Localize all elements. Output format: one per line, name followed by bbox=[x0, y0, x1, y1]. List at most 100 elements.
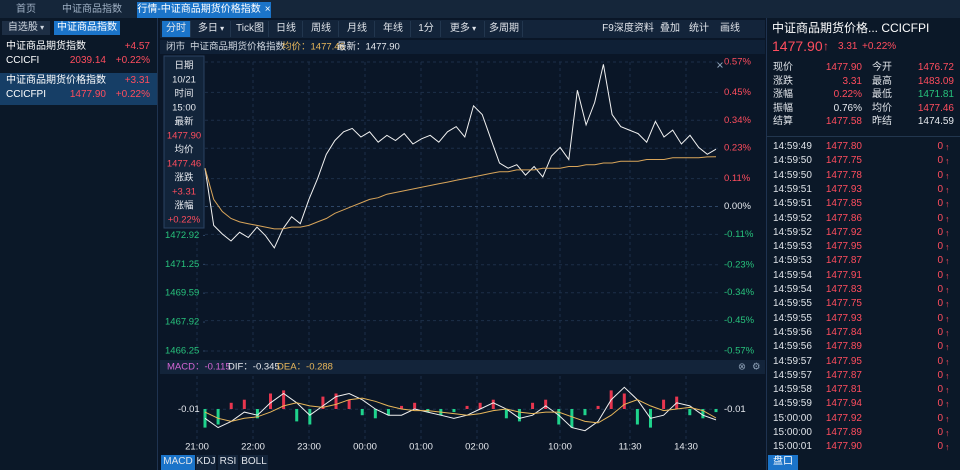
tooltip-label: 时间 bbox=[174, 88, 193, 100]
macd-bar bbox=[491, 399, 495, 409]
quote-label: 涨幅 bbox=[773, 89, 793, 100]
price-line bbox=[204, 156, 717, 230]
item-code: CCICFI bbox=[6, 55, 40, 66]
item-change: +3.31 bbox=[124, 75, 150, 86]
quote-label: 振幅 bbox=[773, 102, 793, 114]
tick-time: 14:59:56 bbox=[773, 341, 812, 353]
right-panel bbox=[766, 18, 960, 470]
toolbar-button[interactable]: 1分 bbox=[412, 21, 441, 37]
indicator-tab[interactable]: BOLL bbox=[240, 455, 268, 470]
status: 闭市 bbox=[166, 41, 186, 53]
tick-time: 15:00:00 bbox=[773, 412, 812, 424]
tooltip-label: 涨幅 bbox=[174, 200, 194, 212]
macd-bar bbox=[701, 409, 705, 419]
macd-bar bbox=[413, 402, 417, 409]
tool-button[interactable]: F9深度资料 bbox=[602, 23, 654, 34]
item-pct: +0.22% bbox=[115, 55, 150, 66]
macd-bar bbox=[269, 393, 273, 409]
tick-volume: 0 bbox=[937, 384, 943, 396]
tick-volume: 0 bbox=[937, 312, 943, 324]
quote-label: 涨跌 bbox=[773, 75, 793, 87]
quote-value: 1477.90 bbox=[825, 62, 862, 73]
tick-volume: 0 bbox=[937, 241, 943, 253]
tick-volume: 0 bbox=[937, 441, 943, 453]
x-tick-label: 14:30 bbox=[674, 442, 698, 453]
tick-volume: 0 bbox=[937, 326, 943, 338]
toolbar-button[interactable]: 月线 bbox=[340, 21, 375, 37]
tick-volume: 0 bbox=[937, 341, 943, 353]
tool-button[interactable]: 叠加 bbox=[660, 23, 680, 34]
quote-pct: +0.22% bbox=[862, 41, 897, 52]
tick-volume: 0 bbox=[937, 298, 943, 310]
toolbar-button[interactable]: 多日 bbox=[192, 21, 231, 37]
quote-value: 1477.58 bbox=[825, 116, 862, 127]
divider bbox=[766, 136, 960, 137]
tool-button[interactable]: 统计 bbox=[689, 23, 709, 34]
y-tick-label: -0.01 bbox=[178, 404, 200, 415]
macd-line bbox=[204, 397, 717, 424]
macd-bar bbox=[255, 409, 259, 419]
quote-value: 1483.09 bbox=[917, 75, 954, 87]
toolbar-button[interactable]: 分时 bbox=[162, 21, 191, 37]
tick-time: 14:59:49 bbox=[773, 141, 812, 152]
indicator-tab[interactable]: KDJ bbox=[196, 455, 216, 470]
tooltip-value: 1477.90 bbox=[167, 131, 201, 142]
macd-bar bbox=[544, 399, 548, 409]
macd-bar bbox=[504, 409, 508, 419]
toolbar-button[interactable]: 更多 bbox=[442, 21, 485, 37]
list-item[interactable] bbox=[0, 73, 157, 105]
x-tick-label: 00:00 bbox=[353, 442, 377, 453]
tool-button[interactable]: 画线 bbox=[720, 23, 740, 34]
order-book-button[interactable]: 盘口 bbox=[768, 455, 798, 470]
tick-time: 14:59:51 bbox=[773, 198, 812, 210]
tick-arrow: ↑ bbox=[945, 356, 950, 367]
tick-price: 1477.93 bbox=[825, 183, 862, 195]
x-tick-label: 10:00 bbox=[548, 442, 572, 453]
tick-time: 14:59:54 bbox=[773, 284, 812, 295]
y2-tick-label: -0.57% bbox=[724, 346, 755, 357]
tick-price: 1477.85 bbox=[825, 198, 862, 210]
quote-label: 现价 bbox=[773, 62, 793, 73]
tick-price: 1477.95 bbox=[825, 355, 862, 367]
tick-time: 14:59:59 bbox=[773, 398, 812, 410]
index-tab[interactable]: 中证商品指数 bbox=[54, 21, 120, 35]
close-icon[interactable]: × bbox=[264, 4, 271, 15]
quote-label: 昨结 bbox=[872, 116, 892, 127]
macd-bar bbox=[360, 409, 364, 416]
quote-value: 1471.81 bbox=[917, 89, 954, 100]
tab[interactable]: 中证商品指数 bbox=[50, 2, 134, 18]
toolbar-button[interactable]: Tick图 bbox=[232, 21, 269, 37]
tick-arrow: ↑ bbox=[945, 327, 950, 338]
tick-price: 1477.86 bbox=[825, 212, 862, 224]
tick-time: 15:00:01 bbox=[773, 441, 812, 453]
tick-volume: 0 bbox=[937, 226, 943, 238]
toolbar-button[interactable]: 周线 bbox=[304, 21, 339, 37]
tick-time: 14:59:55 bbox=[773, 298, 812, 310]
tick-volume: 0 bbox=[937, 398, 943, 410]
tick-arrow: ↑ bbox=[945, 170, 950, 181]
tick-volume: 0 bbox=[937, 269, 943, 281]
y2-tick-label: -0.11% bbox=[724, 229, 754, 240]
toolbar-button[interactable]: 多周期 bbox=[486, 21, 523, 37]
tab[interactable]: 行情-中证商品期货价格指数 × bbox=[137, 2, 271, 18]
y-tick-label: 1466.25 bbox=[165, 346, 199, 357]
tick-price: 1477.94 bbox=[825, 398, 862, 410]
item-price: 2039.14 bbox=[69, 55, 106, 66]
item-price: 1477.90 bbox=[69, 89, 106, 100]
y2-tick-label: 0.23% bbox=[724, 143, 751, 154]
quote-value: 1474.59 bbox=[917, 116, 954, 127]
item-pct: +0.22% bbox=[115, 89, 150, 100]
tick-price: 1477.75 bbox=[825, 298, 862, 310]
tab[interactable]: 首页 bbox=[6, 2, 46, 18]
tooltip-value: +0.22% bbox=[168, 215, 201, 226]
tick-volume: 0 bbox=[937, 183, 943, 195]
dea-value: DEA：-0.288 bbox=[277, 362, 333, 373]
toolbar-button[interactable]: 日线 bbox=[270, 21, 303, 37]
toolbar-button[interactable]: 年线 bbox=[376, 21, 411, 37]
y2-tick-label: 0.34% bbox=[724, 115, 751, 126]
watchlist-tab[interactable]: 自选股 bbox=[2, 21, 50, 35]
indicator-tab[interactable]: RSI bbox=[218, 455, 238, 470]
indicator-tab[interactable]: MACD bbox=[161, 455, 195, 470]
macd-bar bbox=[688, 409, 692, 416]
